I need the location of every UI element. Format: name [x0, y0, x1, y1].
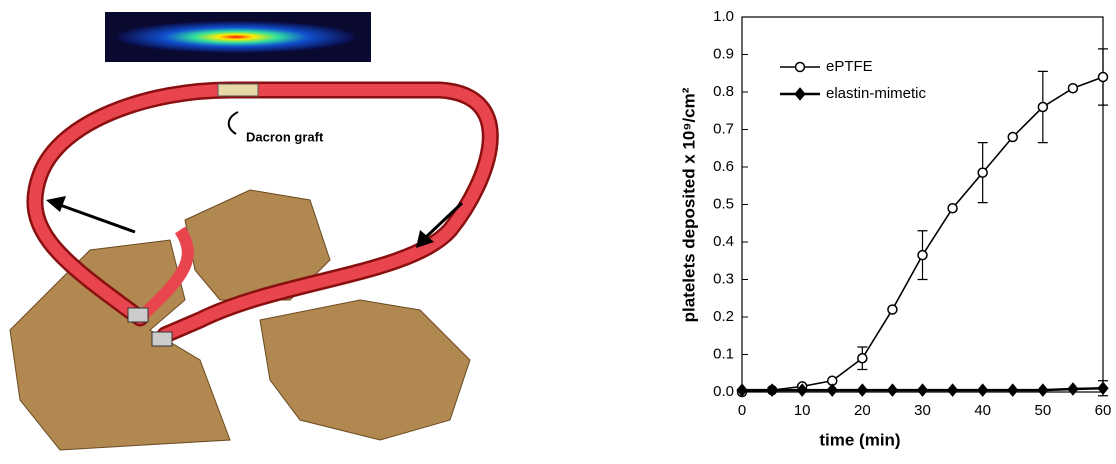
x-tick-label: 60 [1095, 402, 1112, 419]
y-tick-label: 0.6 [713, 158, 734, 175]
y-tick-label: 0.7 [713, 120, 734, 137]
x-tick-label: 40 [974, 402, 991, 419]
legend-marker [794, 61, 806, 73]
x-axis-label: time (min) [819, 430, 900, 449]
heat-spot [116, 21, 356, 53]
y-tick-label: 0.9 [713, 45, 734, 62]
marker [1097, 381, 1109, 396]
marker [1007, 383, 1019, 397]
x-tick-label: 20 [854, 402, 871, 419]
marker [857, 353, 868, 364]
legend-label: elastin-mimetic [826, 85, 927, 102]
hay [9, 189, 471, 451]
chart: time (min) platelets deposited x 10⁹/cm²… [679, 8, 1111, 450]
x-tick-label: 10 [794, 402, 811, 419]
y-tick-label: 0.1 [713, 345, 734, 362]
flow-arrowhead [416, 230, 434, 248]
marker [887, 304, 898, 315]
marker [916, 383, 929, 397]
y-tick-label: 1.0 [713, 8, 734, 25]
marker [1037, 101, 1049, 113]
plot-frame [741, 16, 1104, 393]
marker [736, 383, 748, 397]
marker [1067, 83, 1079, 94]
marker [796, 383, 808, 397]
marker [1007, 131, 1018, 143]
flow-arrow [59, 203, 136, 234]
graft-label: Dacron graft [246, 129, 324, 144]
marker [917, 249, 928, 261]
marker [977, 167, 988, 178]
y-tick-label: 0.8 [713, 83, 734, 100]
graft-pointer [227, 111, 239, 135]
x-tick-label: 0 [738, 402, 746, 419]
flow-arrow [423, 201, 464, 240]
x-tick-label: 50 [1034, 402, 1051, 419]
legend-marker [794, 87, 806, 101]
connector [127, 307, 149, 323]
illustration: Dacron graft [9, 12, 499, 451]
marker [1097, 71, 1109, 83]
dacron-graft [217, 83, 259, 97]
connector [151, 331, 173, 347]
y-axis-label: platelets deposited x 10⁹/cm² [679, 87, 698, 322]
y-tick-label: 0.5 [713, 195, 734, 212]
marker [1037, 383, 1049, 397]
marker [946, 383, 959, 397]
x-tick-label: 30 [914, 402, 931, 419]
legend-label: ePTFE [826, 58, 873, 75]
flow-arrowhead [46, 196, 66, 212]
y-tick-label: 0.2 [713, 308, 734, 325]
marker [886, 383, 899, 397]
marker [1067, 382, 1079, 396]
tube-return [135, 226, 194, 323]
y-tick-label: 0.0 [713, 383, 734, 400]
marker [856, 383, 868, 397]
y-tick-label: 0.4 [713, 233, 734, 250]
marker [977, 383, 989, 397]
marker [766, 383, 778, 397]
y-tick-label: 0.3 [713, 270, 734, 287]
marker [826, 383, 838, 397]
marker [947, 203, 958, 214]
tube [29, 84, 497, 341]
